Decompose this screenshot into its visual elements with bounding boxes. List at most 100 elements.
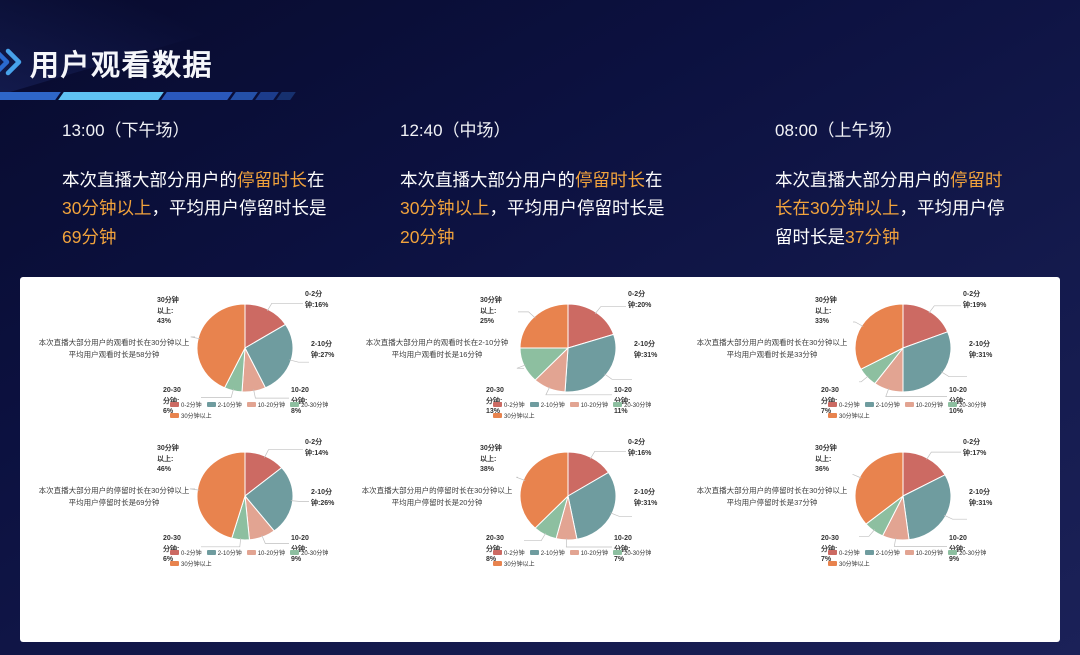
summary-text: ，平均用户停留时长是	[489, 198, 665, 219]
summary-text: ，平均用户停留时长是	[151, 198, 327, 219]
pie-callout-leader-line	[943, 514, 967, 520]
legend-item: 10-20分钟	[904, 400, 943, 409]
pie-chart-cell-watch-1240: 本次直播大部分用户的观看时长在2-10分钟 平均用户观看时长是16分钟 0-2分 …	[345, 281, 689, 427]
pie-callout-label: 30分钟 以上: 43%	[157, 297, 179, 325]
pie-legend: 0-2分钟 2-10分钟 10-20分钟 20-30分钟 30分钟以上	[828, 400, 998, 420]
legend-label: 10-20分钟	[580, 403, 609, 409]
summary-text: 本次直播大部分用户的	[775, 170, 950, 190]
pie-callout-leader-line	[261, 535, 289, 544]
legend-label: 0-2分钟	[504, 403, 525, 409]
legend-item: 10-20分钟	[904, 548, 944, 557]
pie-chart-cell-stay-0800: 本次直播大部分用户的停留时长在30分钟以上 平均用户停留时长是37分钟 0-2分 …	[680, 429, 1024, 575]
legend-item: 30分钟以上	[828, 559, 870, 568]
legend-label: 30分钟以上	[181, 414, 212, 420]
legend-item: 30分钟以上	[828, 411, 870, 420]
legend-item: 20-30分钟	[290, 400, 328, 409]
legend-item: 0-2分钟	[828, 548, 860, 557]
pie-legend: 0-2分钟 2-10分钟 10-20分钟 20-30分钟 30分钟以上	[493, 548, 663, 568]
legend-item: 2-10分钟	[864, 400, 900, 409]
pie-callout-leader-line	[885, 388, 947, 397]
pie-callout-label: 30分钟 以上: 46%	[157, 445, 179, 473]
session-time: 08:00（上午场）	[775, 121, 903, 140]
legend-label: 2-10分钟	[875, 403, 900, 409]
legend-label: 20-30分钟	[301, 403, 329, 409]
pie-callout-label: 30分钟 以上: 36%	[815, 445, 837, 473]
pie-callout-leader-line	[201, 538, 242, 548]
legend-item: 2-10分钟	[206, 400, 242, 409]
legend-label: 2-10分钟	[875, 551, 900, 557]
chart-caption: 本次直播大部分用户的停留时长在30分钟以上 平均用户停留时长是20分钟	[357, 485, 517, 509]
legend-label: 20-30分钟	[624, 551, 652, 557]
pie-chart-cell-watch-0800: 本次直播大部分用户的观看时长在30分钟以上 平均用户观看时长是33分钟 0-2分 …	[680, 281, 1024, 427]
pie-callout-label: 30分钟 以上: 25%	[480, 297, 502, 325]
pie-callout-leader-line	[926, 451, 961, 460]
legend-swatch	[864, 402, 874, 407]
pie-callout-leader-line	[253, 389, 289, 399]
pie-callout-label: 30分钟 以上: 38%	[480, 445, 502, 473]
legend-item: 2-10分钟	[864, 548, 900, 557]
pie-callout-leader-line	[604, 373, 632, 380]
legend-item: 10-20分钟	[246, 548, 285, 557]
legend-item: 30分钟以上	[170, 411, 212, 420]
pie-callout-leader-line	[289, 359, 309, 363]
pie-callout-leader-line	[853, 321, 864, 327]
legend-item: 2-10分钟	[529, 548, 565, 557]
pie-callout-leader-line	[928, 305, 961, 314]
pie-callout-leader-line	[594, 306, 626, 315]
legend-item: 20-30分钟	[613, 548, 651, 557]
legend-label: 20-30分钟	[959, 403, 987, 409]
legend-swatch	[613, 550, 623, 555]
legend-label: 30分钟以上	[504, 562, 535, 568]
pie-callout-leader-line	[516, 364, 526, 369]
pie-callout-label: 10-20 分钟: 9%	[949, 535, 967, 563]
chart-caption: 本次直播大部分用户的观看时长在30分钟以上 平均用户观看时长是33分钟	[692, 337, 852, 361]
legend-label: 2-10分钟	[217, 403, 242, 409]
legend-swatch	[904, 550, 914, 555]
legend-item: 0-2分钟	[170, 400, 202, 409]
pie-callout-leader-line	[545, 386, 612, 396]
charts-panel: 本次直播大部分用户的观看时长在30分钟以上 平均用户观看时长是58分钟 0-2分 …	[20, 277, 1060, 642]
legend-swatch	[948, 402, 958, 407]
legend-item: 0-2分钟	[828, 400, 860, 409]
legend-item: 30分钟以上	[493, 559, 535, 568]
pie-callout-label: 20-30 分钟: 6%	[163, 387, 181, 415]
legend-swatch	[828, 561, 837, 566]
chart-caption-line: 平均用户观看时长是33分钟	[726, 350, 818, 359]
pie-callout-label: 2-10分 钟:31%	[634, 489, 658, 507]
pie-callout-label: 0-2分 钟:20%	[628, 291, 652, 309]
pie-callout-label: 20-30 分钟: 7%	[821, 535, 839, 563]
summary-highlight-text: 30分钟以上	[62, 198, 152, 219]
pie-callout-label: 0-2分 钟:14%	[305, 439, 329, 457]
legend-item: 20-30分钟	[948, 400, 986, 409]
legend-item: 20-30分钟	[613, 400, 651, 409]
pie-callout-label: 0-2分 钟:19%	[963, 291, 987, 309]
chart-caption: 本次直播大部分用户的停留时长在30分钟以上 平均用户停留时长是69分钟	[34, 485, 194, 509]
pie-callout-leader-line	[610, 512, 632, 517]
pie-callout-leader-line	[190, 336, 201, 340]
legend-label: 10-20分钟	[257, 403, 286, 409]
summary-highlight-text: 停留时长	[237, 170, 307, 190]
legend-swatch	[569, 402, 579, 407]
summary-highlight-text: 停留时长	[575, 170, 645, 190]
legend-label: 0-2分钟	[181, 403, 202, 409]
legend-item: 10-20分钟	[246, 400, 286, 409]
pie-legend: 0-2分钟 2-10分钟 10-20分钟 20-30分钟 30分钟以上	[493, 400, 663, 420]
pie-callout-label: 10-20 分钟: 9%	[291, 535, 309, 563]
legend-label: 0-2分钟	[839, 551, 860, 557]
legend-label: 0-2分钟	[504, 551, 525, 557]
chart-caption-line: 本次直播大部分用户的停留时长在30分钟以上	[696, 486, 848, 495]
legend-swatch	[170, 550, 179, 555]
legend-label: 10-20分钟	[915, 551, 944, 557]
pie-callout-label: 10-20 分钟: 10%	[949, 387, 967, 415]
pie-chart: 0-2分 钟:20% 2-10分 钟:31% 10-20 分钟: 11% 20-30 …	[463, 281, 683, 427]
pie-callout-leader-line	[264, 449, 303, 458]
legend-label: 20-30分钟	[959, 551, 987, 557]
legend-item: 10-20分钟	[569, 548, 608, 557]
session-block-afternoon: 13:00（下午场） 本次直播大部分用户的停留时长在 30分钟以上，平均用户停留…	[62, 116, 384, 251]
title-underline-decoration	[0, 92, 296, 100]
summary-highlight-text: 20分钟	[400, 226, 455, 247]
pie-slice	[519, 303, 569, 349]
pie-callout-label: 20-30 分钟: 6%	[163, 535, 181, 563]
session-time: 13:00（下午场）	[62, 121, 190, 140]
legend-swatch	[613, 402, 623, 407]
